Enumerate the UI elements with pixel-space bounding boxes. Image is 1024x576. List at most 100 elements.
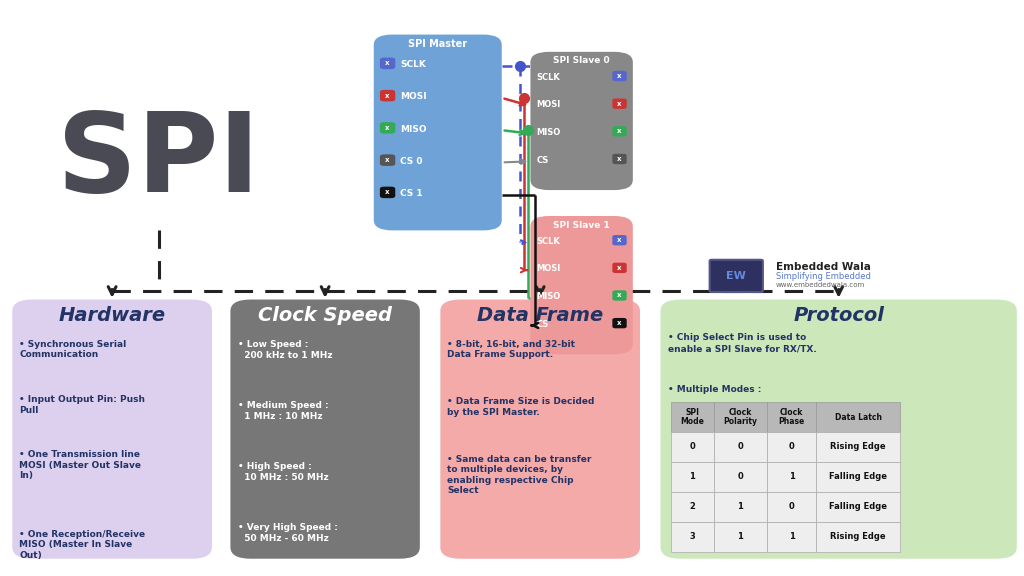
Text: x: x <box>617 73 622 79</box>
Text: • 8-bit, 16-bit, and 32-bit
Data Frame Support.: • 8-bit, 16-bit, and 32-bit Data Frame S… <box>447 340 575 359</box>
Text: Rising Edge: Rising Edge <box>830 532 886 541</box>
FancyBboxPatch shape <box>380 154 395 166</box>
Text: Rising Edge: Rising Edge <box>830 442 886 452</box>
Text: • Chip Select Pin is used to
enable a SPI Slave for RX/TX.: • Chip Select Pin is used to enable a SP… <box>668 333 816 353</box>
Bar <box>714 492 767 522</box>
Text: CS 1: CS 1 <box>400 189 423 198</box>
Bar <box>714 462 767 492</box>
FancyBboxPatch shape <box>660 300 1017 559</box>
Text: • Very High Speed :
  50 MHz - 60 MHz: • Very High Speed : 50 MHz - 60 MHz <box>238 523 338 543</box>
Text: 2: 2 <box>689 502 695 511</box>
Text: • Low Speed :
  200 kHz to 1 MHz: • Low Speed : 200 kHz to 1 MHz <box>238 340 332 360</box>
FancyBboxPatch shape <box>612 98 627 109</box>
Text: SPI Slave 1: SPI Slave 1 <box>553 221 610 230</box>
Text: Clock
Polarity: Clock Polarity <box>723 408 758 426</box>
Text: 0: 0 <box>788 442 795 452</box>
Text: • One Reception/Receive
MISO (Master In Slave
Out): • One Reception/Receive MISO (Master In … <box>19 530 145 560</box>
Text: • Synchronous Serial
Communication: • Synchronous Serial Communication <box>19 340 127 359</box>
Text: x: x <box>617 320 622 326</box>
Text: MISO: MISO <box>537 292 561 301</box>
FancyBboxPatch shape <box>380 90 395 101</box>
Text: CS 0: CS 0 <box>400 157 423 166</box>
Bar <box>714 522 767 552</box>
Text: 1: 1 <box>737 502 743 511</box>
Text: • High Speed :
  10 MHz : 50 MHz: • High Speed : 10 MHz : 50 MHz <box>238 462 329 482</box>
FancyBboxPatch shape <box>530 52 633 190</box>
Text: SCLK: SCLK <box>537 73 560 82</box>
Text: Data Latch: Data Latch <box>835 412 882 422</box>
Text: • Same data can be transfer
to multiple devices, by
enabling respective Chip
Sel: • Same data can be transfer to multiple … <box>447 455 592 495</box>
Bar <box>816 492 900 522</box>
FancyBboxPatch shape <box>12 300 212 559</box>
Text: Hardware: Hardware <box>58 306 166 325</box>
Bar <box>816 462 900 492</box>
Text: SPI Master: SPI Master <box>409 39 467 49</box>
Text: SCLK: SCLK <box>400 60 426 69</box>
Text: EW: EW <box>726 271 746 281</box>
Text: Data Frame: Data Frame <box>477 306 603 325</box>
Bar <box>767 492 816 522</box>
Text: • One Transmission line
MOSI (Master Out Slave
In): • One Transmission line MOSI (Master Out… <box>19 450 141 480</box>
Text: 1: 1 <box>788 472 795 482</box>
Text: • Data Frame Size is Decided
by the SPI Master.: • Data Frame Size is Decided by the SPI … <box>447 397 595 417</box>
Bar <box>816 432 900 462</box>
Text: 0: 0 <box>737 442 743 452</box>
Text: Clock Speed: Clock Speed <box>258 306 392 325</box>
FancyBboxPatch shape <box>530 216 633 354</box>
Bar <box>671 432 714 462</box>
Bar <box>816 402 900 432</box>
Text: 0: 0 <box>689 442 695 452</box>
Bar <box>816 522 900 552</box>
FancyBboxPatch shape <box>710 260 763 292</box>
Text: 0: 0 <box>788 502 795 511</box>
FancyBboxPatch shape <box>380 58 395 69</box>
FancyBboxPatch shape <box>612 71 627 81</box>
Text: x: x <box>617 128 622 134</box>
Bar <box>714 402 767 432</box>
FancyBboxPatch shape <box>440 300 640 559</box>
FancyBboxPatch shape <box>612 235 627 245</box>
Text: x: x <box>617 265 622 271</box>
Text: Simplifying Embedded: Simplifying Embedded <box>776 272 871 281</box>
Text: x: x <box>385 157 390 163</box>
Text: 1: 1 <box>689 472 695 482</box>
Bar <box>671 402 714 432</box>
Bar <box>767 402 816 432</box>
Text: MISO: MISO <box>537 128 561 137</box>
Text: SPI: SPI <box>57 108 260 215</box>
FancyBboxPatch shape <box>230 300 420 559</box>
Text: SPI
Mode: SPI Mode <box>680 408 705 426</box>
Bar <box>714 432 767 462</box>
FancyBboxPatch shape <box>374 35 502 230</box>
Text: 0: 0 <box>737 472 743 482</box>
Text: CS: CS <box>537 320 549 329</box>
FancyBboxPatch shape <box>612 154 627 164</box>
Text: • Medium Speed :
  1 MHz : 10 MHz: • Medium Speed : 1 MHz : 10 MHz <box>238 401 329 421</box>
Bar <box>671 462 714 492</box>
Text: x: x <box>617 101 622 107</box>
FancyBboxPatch shape <box>380 187 395 198</box>
Bar <box>767 432 816 462</box>
Text: 1: 1 <box>788 532 795 541</box>
Text: Clock
Phase: Clock Phase <box>778 408 805 426</box>
Text: x: x <box>617 156 622 162</box>
Text: SPI Slave 0: SPI Slave 0 <box>553 56 610 66</box>
FancyBboxPatch shape <box>612 318 627 328</box>
FancyBboxPatch shape <box>612 290 627 301</box>
FancyBboxPatch shape <box>380 122 395 134</box>
Text: MISO: MISO <box>400 124 427 134</box>
Text: x: x <box>385 93 390 98</box>
Text: Falling Edge: Falling Edge <box>829 472 887 482</box>
Text: x: x <box>385 60 390 66</box>
Text: 3: 3 <box>689 532 695 541</box>
Text: MOSI: MOSI <box>400 92 427 101</box>
Text: Embedded Wala: Embedded Wala <box>776 262 871 272</box>
FancyBboxPatch shape <box>612 263 627 273</box>
Bar <box>671 492 714 522</box>
Text: www.embeddedwala.com: www.embeddedwala.com <box>776 282 865 288</box>
Text: Protocol: Protocol <box>794 306 884 325</box>
Bar <box>767 522 816 552</box>
Text: Falling Edge: Falling Edge <box>829 502 887 511</box>
Text: 1: 1 <box>737 532 743 541</box>
Bar <box>671 522 714 552</box>
